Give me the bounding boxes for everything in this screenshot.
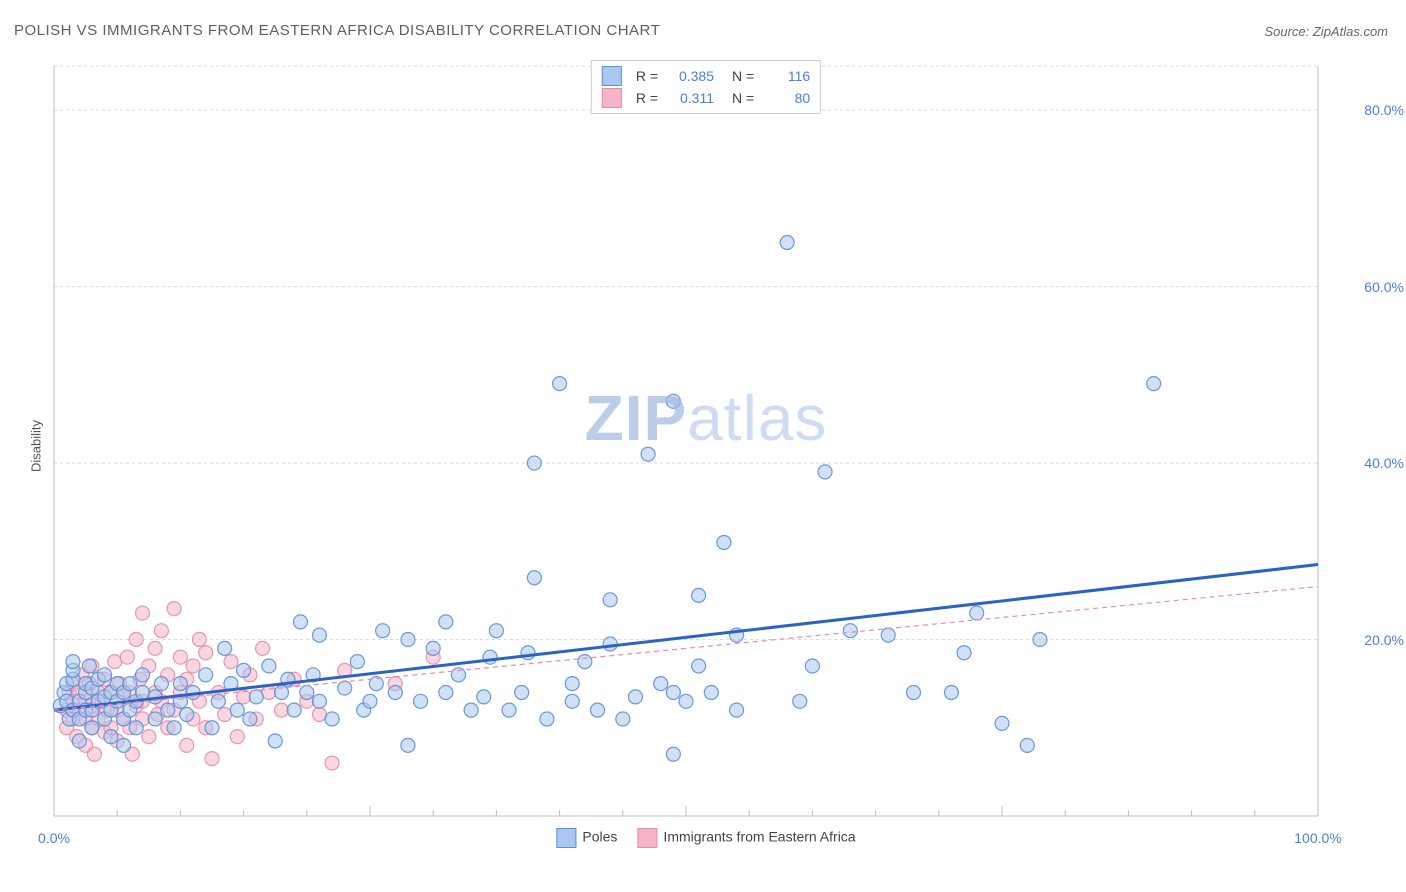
legend-label: Poles — [582, 829, 617, 845]
correlation-row: R = 0.385 N = 116 — [602, 65, 810, 87]
n-value: 116 — [762, 65, 810, 87]
chart-title: POLISH VS IMMIGRANTS FROM EASTERN AFRICA… — [14, 22, 660, 39]
y-axis-label: Disability — [29, 420, 44, 472]
r-label: R = — [636, 65, 658, 87]
y-tick-label: 40.0% — [1364, 455, 1404, 471]
scatter-plot: ZIPatlas R =0.385N =116R =0.311N =80 20.… — [48, 60, 1364, 822]
correlation-row: R = 0.311 N = 80 — [602, 87, 810, 109]
r-label: R = — [636, 87, 658, 109]
r-value: 0.311 — [666, 87, 714, 109]
r-value: 0.385 — [666, 65, 714, 87]
legend-item: Poles — [556, 828, 617, 848]
x-tick-label: 100.0% — [1294, 830, 1341, 846]
legend-label: Immigrants from Eastern Africa — [663, 829, 855, 845]
y-tick-label: 80.0% — [1364, 102, 1404, 118]
y-tick-label: 20.0% — [1364, 632, 1404, 648]
plot-svg — [48, 60, 1364, 822]
correlation-legend: R = 0.385 N = 116 R = 0.311 N = 80 — [591, 60, 821, 114]
legend-item: Immigrants from Eastern Africa — [637, 828, 855, 848]
series-legend: Poles Immigrants from Eastern Africa — [556, 828, 855, 848]
x-tick-label: 0.0% — [38, 830, 70, 846]
legend-swatch — [602, 88, 622, 108]
y-tick-label: 60.0% — [1364, 279, 1404, 295]
legend-swatch — [602, 66, 622, 86]
legend-swatch — [637, 828, 657, 848]
n-label: N = — [732, 87, 754, 109]
n-value: 80 — [762, 87, 810, 109]
source-attribution: Source: ZipAtlas.com — [1264, 24, 1388, 39]
legend-swatch — [556, 828, 576, 848]
n-label: N = — [732, 65, 754, 87]
